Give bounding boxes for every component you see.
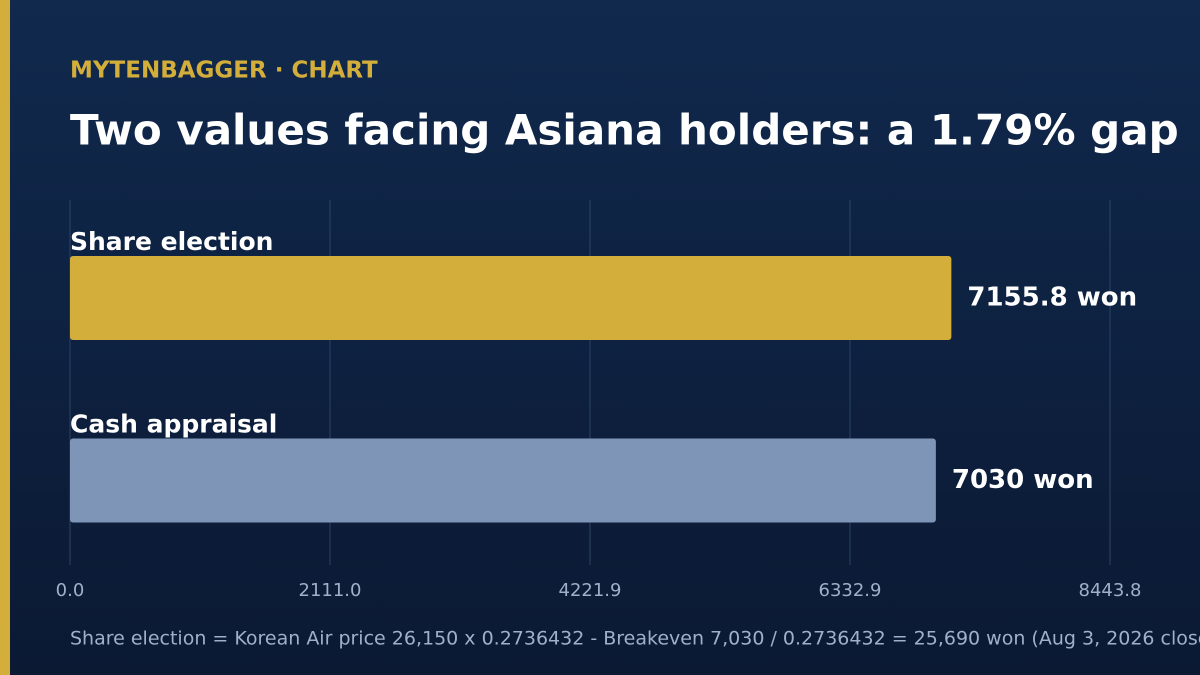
x-tick-label: 0.0 [56,580,85,601]
accent-strip [0,0,10,675]
kicker: MYTENBAGGER · CHART [70,58,378,84]
bar [70,256,952,340]
x-tick-label: 6332.9 [819,580,882,601]
value-label: 7030 won [952,465,1094,495]
value-label: 7155.8 won [967,283,1137,313]
category-label: Cash appraisal [70,410,277,439]
plot: Share election 7155.8 won Cash appraisal 70… [70,227,1137,523]
x-tick-label: 8443.8 [1079,580,1142,601]
bar [70,438,936,523]
category-label: Share election [70,227,273,256]
footnote: Share election = Korean Air price 26,150… [70,628,1200,650]
chart-title: Two values facing Asiana holders: a 1.79… [70,106,1179,155]
x-tick-label: 2111.0 [299,580,362,601]
x-tick-label: 4221.9 [559,580,622,601]
